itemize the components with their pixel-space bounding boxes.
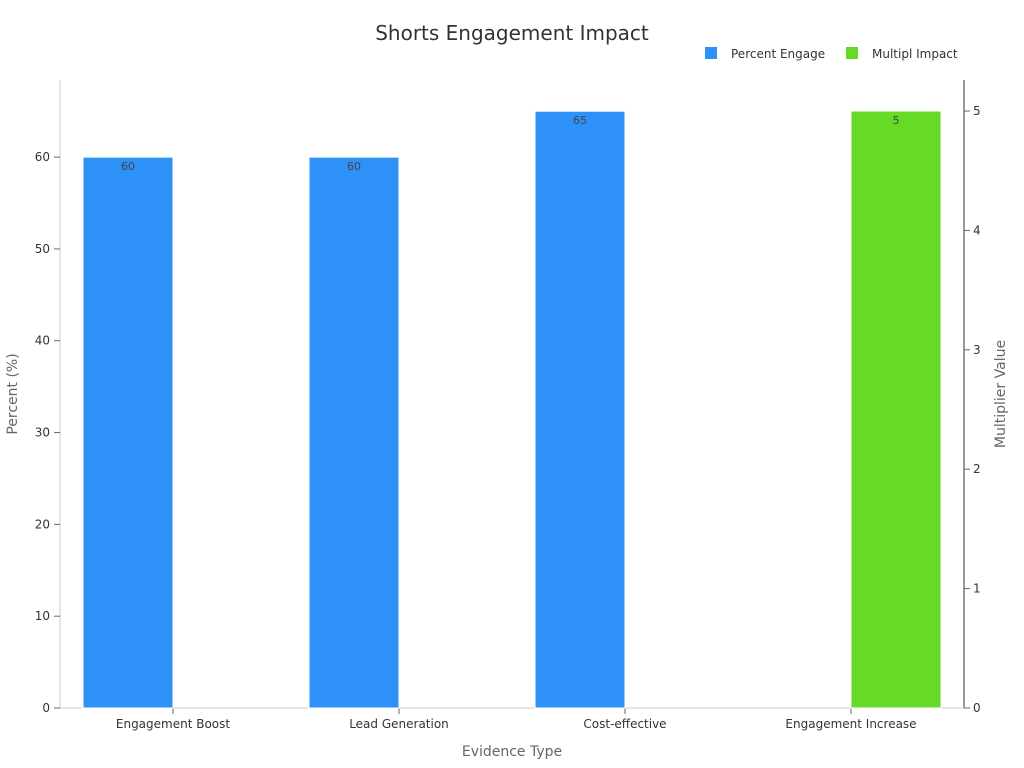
- y2-tick-label: 3: [973, 343, 981, 357]
- y2-tick-label: 1: [973, 582, 981, 596]
- data-label-lead-generation: 60: [347, 160, 361, 173]
- x-tick-label: Engagement Boost: [116, 717, 231, 731]
- y-tick-label: 40: [35, 334, 50, 348]
- y-tick-label: 20: [35, 517, 50, 531]
- bar-cost-effective: [534, 110, 626, 709]
- y-tick-label: 60: [35, 150, 50, 164]
- y2-tick-label: 4: [973, 223, 981, 237]
- data-label-engagement-boost: 60: [121, 160, 135, 173]
- bar-engagement-boost: [82, 156, 174, 709]
- x-axis-ticks: Engagement Boost Lead Generation Cost-effe…: [116, 708, 917, 731]
- x-axis-title: Evidence Type: [462, 744, 562, 760]
- y2-tick-label: 5: [973, 104, 981, 118]
- bar-lead-generation: [308, 156, 400, 709]
- legend-label-multipl-impact: Multipl Impact: [872, 47, 958, 61]
- y2-tick-label: 2: [973, 462, 981, 476]
- y2-tick-label: 0: [973, 701, 981, 715]
- bar-labels: 60 60 65 5: [121, 114, 900, 173]
- data-label-engagement-increase: 5: [893, 114, 900, 127]
- y-tick-label: 10: [35, 609, 50, 623]
- y-tick-label: 30: [35, 426, 50, 440]
- y-tick-label: 50: [35, 242, 50, 256]
- legend: Percent Engage Multipl Impact: [705, 47, 958, 61]
- y-axis-title: Percent (%): [5, 353, 21, 434]
- bars: [82, 110, 942, 709]
- legend-swatch-multipl-impact: [846, 47, 858, 59]
- bar-engagement-increase: [850, 110, 942, 709]
- chart-title: Shorts Engagement Impact: [375, 21, 649, 45]
- x-tick-label: Cost-effective: [583, 717, 666, 731]
- y-tick-label: 0: [42, 701, 50, 715]
- y-axis-ticks: 0 10 20 30 40 50 60: [35, 150, 60, 715]
- y2-axis-ticks: 0 1 2 3 4 5: [964, 104, 981, 715]
- data-label-cost-effective: 65: [573, 114, 587, 127]
- legend-label-percent-engage: Percent Engage: [731, 47, 825, 61]
- x-tick-label: Engagement Increase: [785, 717, 916, 731]
- x-tick-label: Lead Generation: [349, 717, 449, 731]
- legend-swatch-percent-engage: [705, 47, 717, 59]
- y2-axis-title: Multiplier Value: [993, 340, 1009, 448]
